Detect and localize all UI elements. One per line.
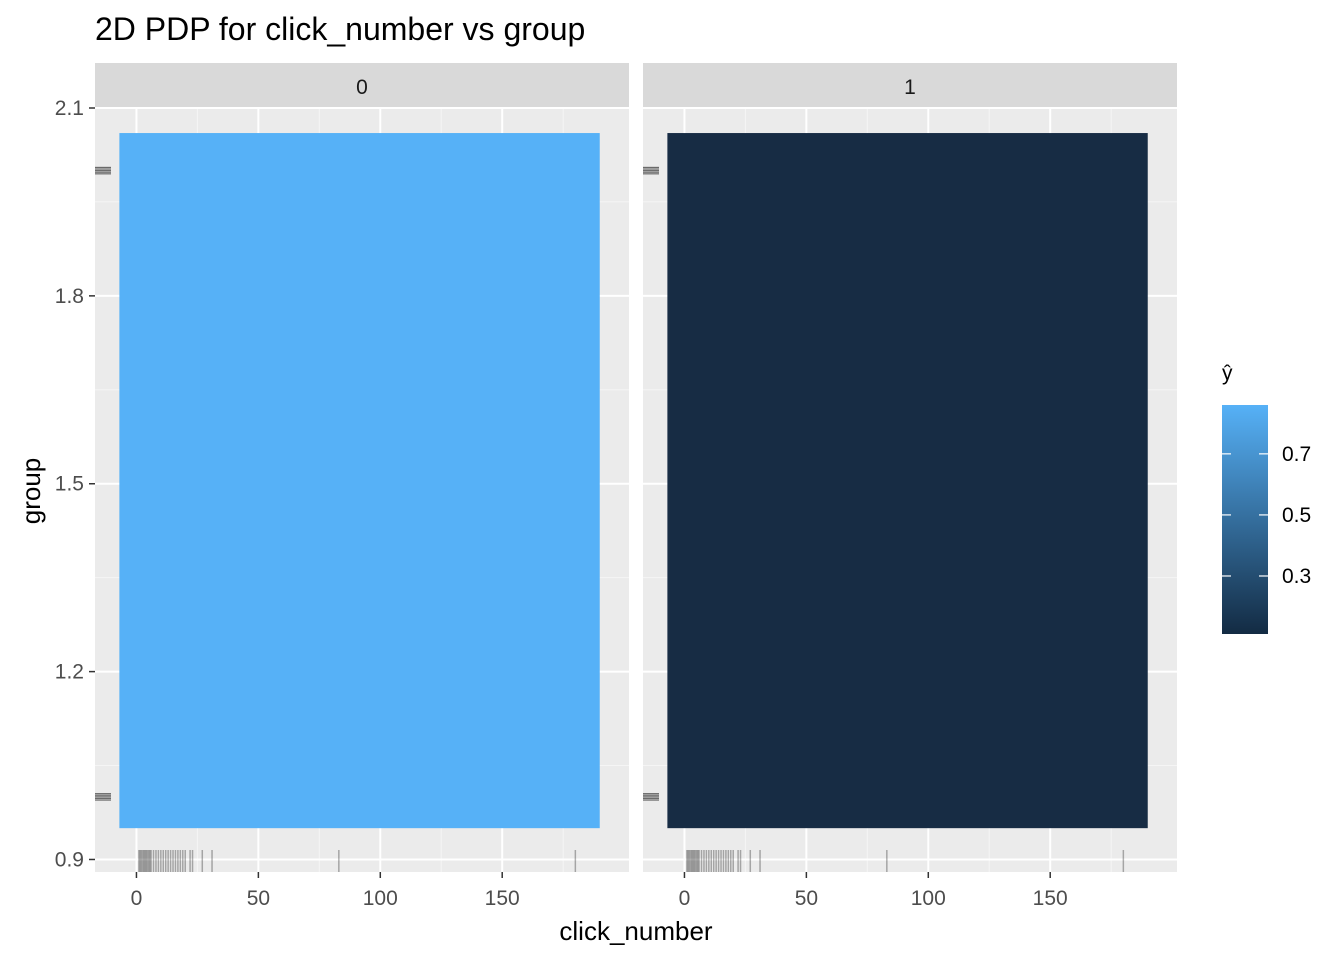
- facet-panel-1: 1: [643, 63, 1177, 872]
- y-axis-title: group: [16, 458, 46, 525]
- x-tick-label: 150: [485, 887, 520, 910]
- chart-title: 2D PDP for click_number vs group: [95, 11, 585, 47]
- y-tick-label: 2.1: [55, 97, 84, 120]
- y-axis: 0.9 1.2 1.5 1.8 2.1: [55, 97, 95, 871]
- color-legend: ŷ 0.3 0.5 0.7: [1222, 362, 1311, 634]
- facet-panel-0: 0: [95, 63, 629, 872]
- heat-tile-1: [667, 133, 1148, 829]
- x-tick-label: 100: [911, 887, 946, 910]
- y-tick-label: 1.8: [55, 285, 84, 308]
- x-axis: 0 50 100 150 0 50 100 150: [131, 872, 1068, 910]
- x-axis-title: click_number: [559, 916, 713, 946]
- x-tick-label: 0: [679, 887, 691, 910]
- x-tick-label: 50: [247, 887, 270, 910]
- heat-tile-0: [119, 133, 600, 829]
- x-tick-label: 0: [131, 887, 143, 910]
- y-tick-label: 1.5: [55, 473, 84, 496]
- facet-strip-label: 0: [356, 76, 368, 99]
- y-tick-label: 0.9: [55, 848, 84, 871]
- x-tick-label: 150: [1033, 887, 1068, 910]
- x-tick-label: 50: [795, 887, 818, 910]
- facet-strip: [95, 63, 629, 108]
- legend-title: ŷ: [1222, 362, 1233, 385]
- legend-tick-label: 0.5: [1282, 504, 1311, 527]
- facet-strip: [643, 63, 1177, 108]
- x-tick-label: 100: [363, 887, 398, 910]
- y-tick-label: 1.2: [55, 661, 84, 684]
- legend-tick-label: 0.3: [1282, 565, 1311, 588]
- facet-strip-label: 1: [904, 76, 916, 99]
- legend-colorbar: [1222, 405, 1268, 634]
- legend-tick-label: 0.7: [1282, 443, 1311, 466]
